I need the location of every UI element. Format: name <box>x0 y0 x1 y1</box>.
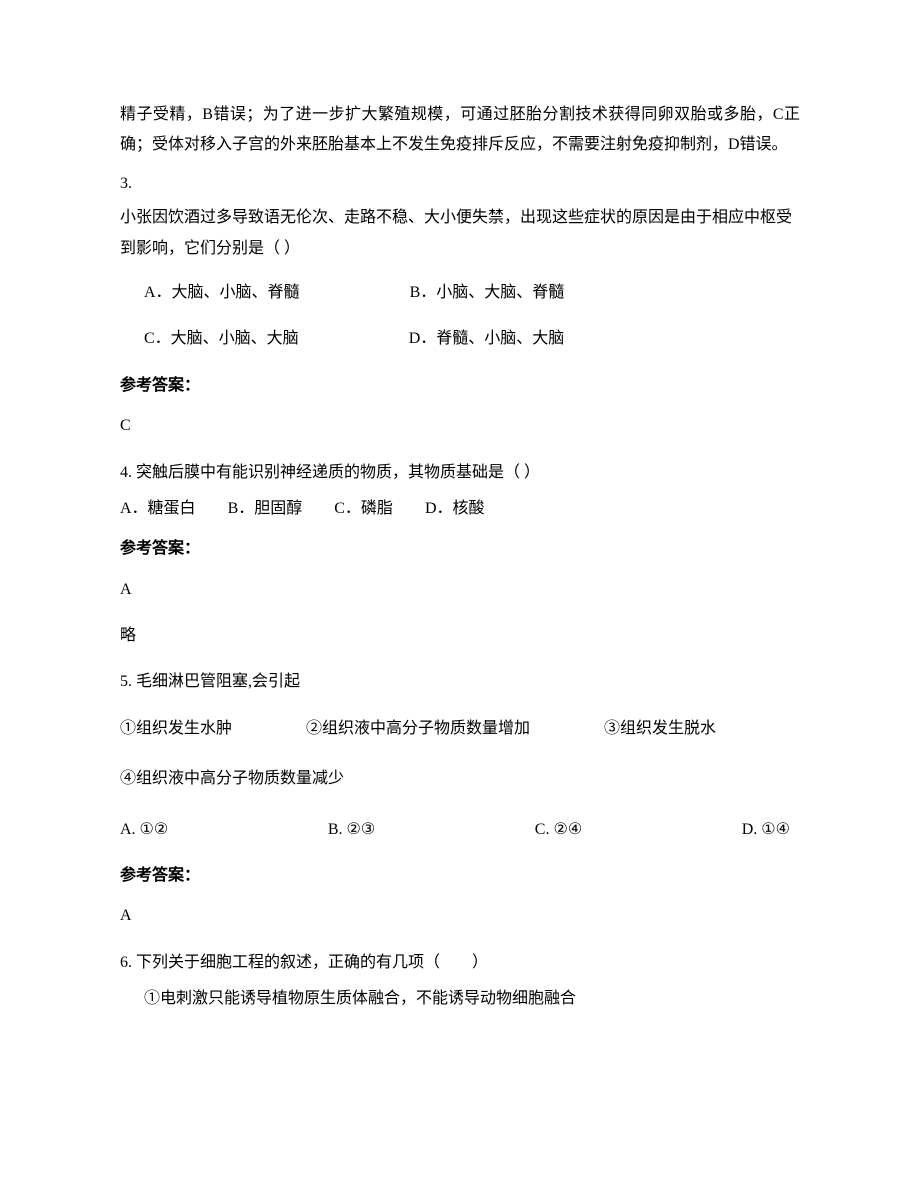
q6-heading: 6. 下列关于细胞工程的叙述，正确的有几项（ ） <box>120 948 800 978</box>
q5-heading: 5. 毛细淋巴管阻塞,会引起 <box>120 667 800 697</box>
q4-option-a: A．糖蛋白 <box>120 500 196 517</box>
intro-paragraph: 精子受精，B错误；为了进一步扩大繁殖规模，可通过胚胎分割技术获得同卵双胎或多胎，… <box>120 100 800 161</box>
q4-option-c: C．磷脂 <box>334 500 393 517</box>
q4-option-b: B．胆固醇 <box>228 500 303 517</box>
q5-items-row1: ①组织发生水肿 ②组织液中高分子物质数量增加 ③组织发生脱水 <box>120 714 800 744</box>
q3-options-row2: C．大脑、小脑、大脑 D．脊髓、小脑、大脑 <box>120 324 800 354</box>
q4-brief: 略 <box>120 621 800 651</box>
q5-item2: ②组织液中高分子物质数量增加 <box>306 720 530 737</box>
q3-option-b: B．小脑、大脑、脊髓 <box>410 278 565 308</box>
q5-items-row2: ④组织液中高分子物质数量减少 <box>120 764 800 794</box>
q5-option-d: D. ①④ <box>742 815 790 845</box>
q4-options: A．糖蛋白 B．胆固醇 C．磷脂 D．核酸 <box>120 494 800 524</box>
q3-answer-label: 参考答案： <box>120 371 800 401</box>
q3-option-d: D．脊髓、小脑、大脑 <box>409 324 565 354</box>
q5-option-b: B. ②③ <box>328 815 375 845</box>
q3-option-c: C．大脑、小脑、大脑 <box>144 324 299 354</box>
q3-options-row1: A．大脑、小脑、脊髓 B．小脑、大脑、脊髓 <box>120 278 800 308</box>
q5-option-a: A. ①② <box>120 815 168 845</box>
q4-answer: A <box>120 575 800 605</box>
q5-options: A. ①② B. ②③ C. ②④ D. ①④ <box>120 815 800 845</box>
q3-text: 小张因饮酒过多导致语无伦次、走路不稳、大小便失禁，出现这些症状的原因是由于相应中… <box>120 203 800 264</box>
q5-option-c: C. ②④ <box>535 815 582 845</box>
q4-option-d: D．核酸 <box>425 500 485 517</box>
q3-number: 3. <box>120 169 800 199</box>
q6-item1: ①电刺激只能诱导植物原生质体融合，不能诱导动物细胞融合 <box>120 984 800 1014</box>
q3-option-a: A．大脑、小脑、脊髓 <box>144 278 300 308</box>
q5-answer: A <box>120 901 800 931</box>
q5-item1: ①组织发生水肿 <box>120 720 232 737</box>
q4-answer-label: 参考答案： <box>120 534 800 564</box>
q4-heading: 4. 突触后膜中有能识别神经递质的物质，其物质基础是（ ） <box>120 458 800 488</box>
q5-answer-label: 参考答案： <box>120 861 800 891</box>
q3-answer: C <box>120 411 800 441</box>
q5-item3: ③组织发生脱水 <box>604 720 716 737</box>
q5-item4: ④组织液中高分子物质数量减少 <box>120 770 344 787</box>
